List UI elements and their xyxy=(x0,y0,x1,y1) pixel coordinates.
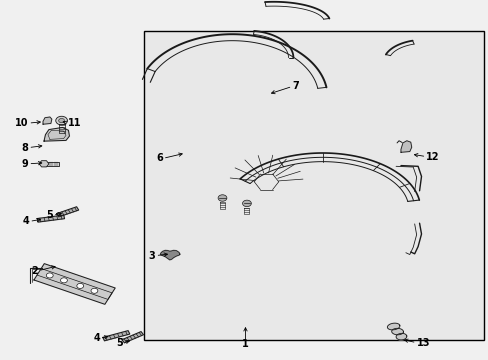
Circle shape xyxy=(59,118,64,123)
Circle shape xyxy=(77,283,83,288)
Polygon shape xyxy=(34,264,115,304)
Text: 9: 9 xyxy=(21,159,28,169)
Polygon shape xyxy=(161,250,180,260)
Polygon shape xyxy=(57,207,79,217)
Polygon shape xyxy=(395,333,406,340)
Text: 6: 6 xyxy=(156,153,163,163)
Text: 8: 8 xyxy=(21,143,28,153)
Text: 4: 4 xyxy=(93,333,100,343)
Text: 10: 10 xyxy=(15,118,28,128)
Polygon shape xyxy=(391,328,403,335)
Polygon shape xyxy=(37,215,64,222)
Text: 13: 13 xyxy=(416,338,429,348)
Circle shape xyxy=(91,288,98,293)
Polygon shape xyxy=(102,330,129,341)
Polygon shape xyxy=(39,161,49,167)
Text: 11: 11 xyxy=(67,118,81,128)
Polygon shape xyxy=(386,323,399,330)
Text: 1: 1 xyxy=(242,339,248,349)
Circle shape xyxy=(61,278,67,283)
Text: 7: 7 xyxy=(292,81,299,91)
Text: 12: 12 xyxy=(426,152,439,162)
Polygon shape xyxy=(44,127,69,141)
Circle shape xyxy=(56,116,67,125)
Polygon shape xyxy=(43,117,52,124)
Circle shape xyxy=(46,273,53,278)
Circle shape xyxy=(218,195,226,201)
Text: 4: 4 xyxy=(22,216,29,226)
Bar xyxy=(44,162,59,166)
Circle shape xyxy=(242,200,251,207)
Text: 2: 2 xyxy=(31,266,38,276)
Text: 5: 5 xyxy=(116,338,123,348)
Bar xyxy=(144,31,483,340)
Polygon shape xyxy=(400,141,411,152)
Polygon shape xyxy=(122,332,143,343)
Text: 5: 5 xyxy=(46,210,53,220)
Text: 3: 3 xyxy=(148,251,155,261)
